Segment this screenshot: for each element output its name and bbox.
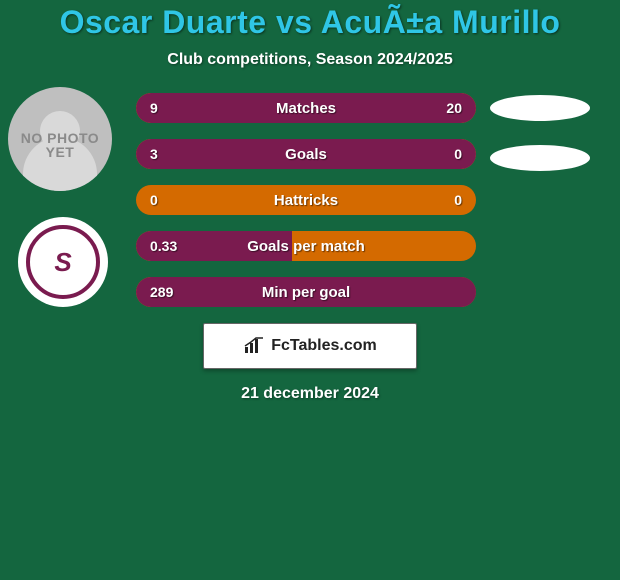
stat-row: 30Goals	[136, 139, 476, 169]
source-badge: FcTables.com	[203, 323, 417, 369]
right-column	[490, 95, 600, 345]
left-column: NO PHOTO YET S	[8, 87, 128, 307]
chart-icon	[243, 337, 265, 355]
subtitle: Club competitions, Season 2024/2025	[0, 51, 620, 69]
club-badge-inner: S	[26, 225, 100, 299]
no-photo-line2: YET	[46, 144, 75, 160]
player-ellipse	[490, 145, 590, 171]
stat-label: Hattricks	[136, 185, 476, 215]
stat-row: 0.33Goals per match	[136, 231, 476, 261]
stat-label: Goals	[136, 139, 476, 169]
stat-row: 920Matches	[136, 93, 476, 123]
page-title: Oscar Duarte vs AcuÃ±a Murillo	[0, 4, 620, 41]
stat-label: Min per goal	[136, 277, 476, 307]
player-ellipse	[490, 95, 590, 121]
stat-row: 289Min per goal	[136, 277, 476, 307]
player-photo-placeholder: NO PHOTO YET	[8, 87, 112, 191]
club-letter: S	[54, 247, 71, 278]
no-photo-line1: NO PHOTO	[21, 130, 99, 146]
stat-label: Matches	[136, 93, 476, 123]
club-badge: S	[18, 217, 108, 307]
comparison-card: Oscar Duarte vs AcuÃ±a Murillo Club comp…	[0, 0, 620, 580]
content-area: NO PHOTO YET S 920Matches 30Goals 00Hattri…	[0, 93, 620, 403]
stat-row: 00Hattricks	[136, 185, 476, 215]
date-text: 21 december 2024	[0, 385, 620, 403]
stat-label: Goals per match	[136, 231, 476, 261]
source-text: FcTables.com	[271, 337, 377, 355]
no-photo-text: NO PHOTO YET	[8, 131, 112, 160]
stat-bars: 920Matches 30Goals 00Hattricks 0.33Goals pe…	[136, 93, 476, 307]
